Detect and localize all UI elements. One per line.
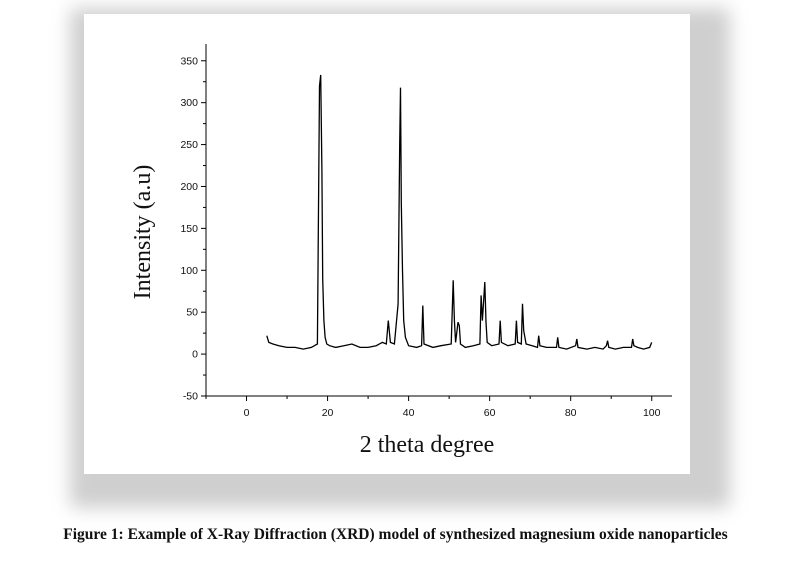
y-tick-label: 350 — [180, 55, 198, 67]
y-tick-label: 300 — [180, 97, 198, 109]
x-tick-label: 40 — [403, 407, 415, 419]
x-tick-label: 100 — [643, 407, 661, 419]
x-tick-label: 0 — [244, 407, 250, 419]
x-axis-title: 2 theta degree — [360, 432, 495, 458]
x-tick-label: 80 — [565, 407, 577, 419]
x-tick-label: 60 — [484, 407, 496, 419]
y-tick-label: 200 — [180, 181, 198, 193]
figure-panel — [84, 14, 690, 474]
y-tick-label: 100 — [180, 265, 198, 277]
y-tick-label: 150 — [180, 223, 198, 235]
y-axis-title: Intensity (a.u) — [130, 165, 156, 300]
tick-marks — [201, 60, 653, 401]
y-tick-label: -50 — [183, 391, 198, 403]
axes — [205, 44, 672, 397]
y-tick-label: 250 — [180, 139, 198, 151]
tick-labels: -50 0 50 100 150 200 250 300 350 0 20 40 60 80 100 — [180, 55, 660, 419]
figure-caption: Figure 1: Example of X-Ray Diffraction (… — [63, 526, 728, 543]
series-line — [266, 74, 653, 350]
x-tick-label: 20 — [322, 407, 334, 419]
y-tick-label: 0 — [192, 349, 198, 361]
y-tick-label: 50 — [186, 307, 198, 319]
